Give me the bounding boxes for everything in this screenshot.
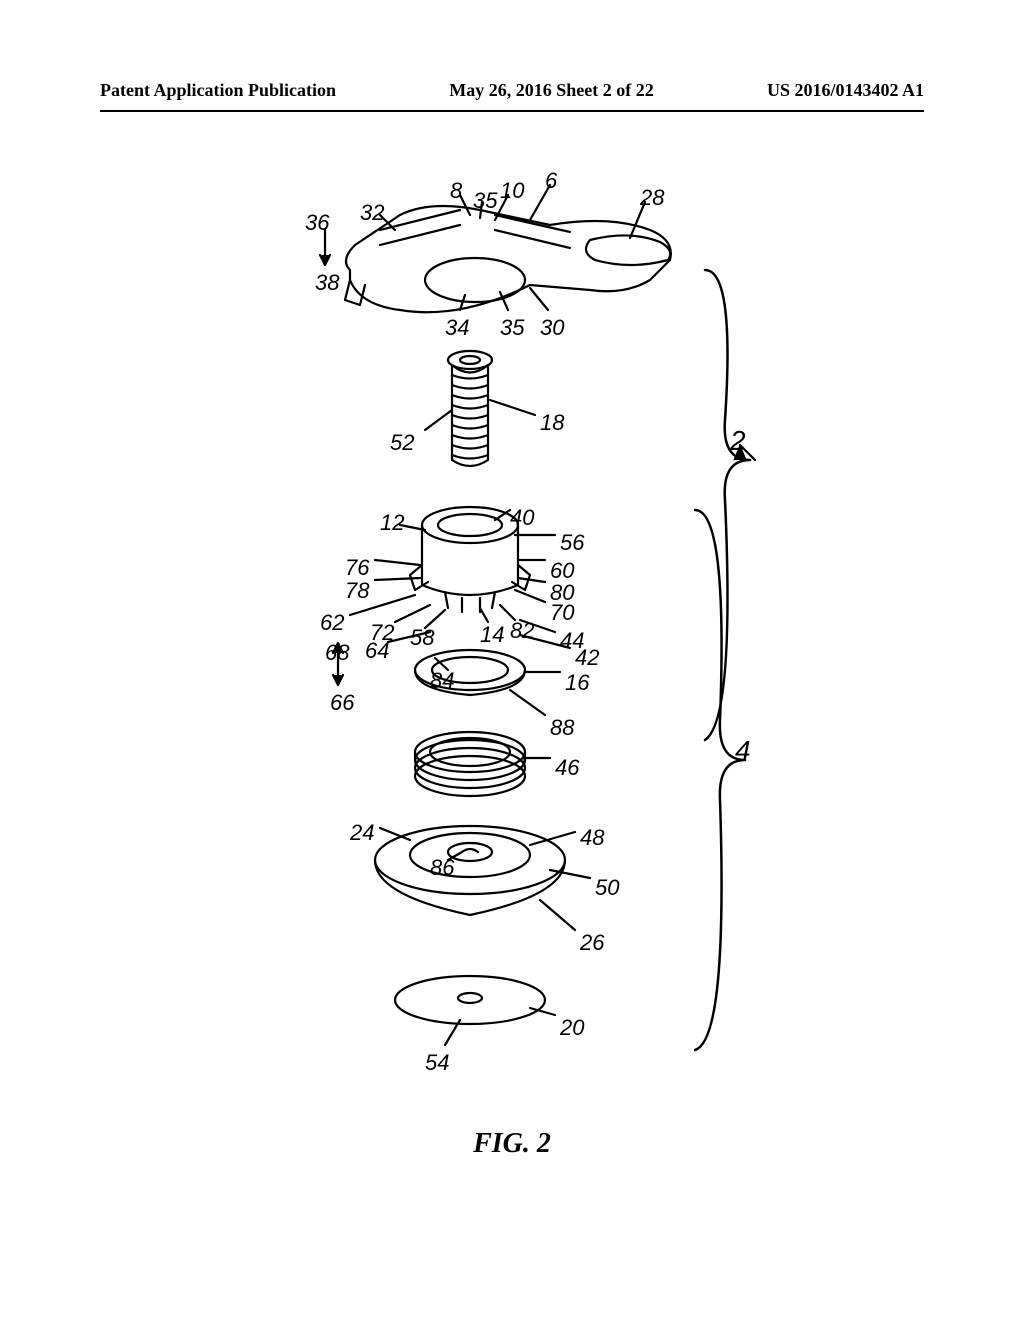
figure-caption: FIG. 2	[0, 1128, 1024, 1160]
ref-24: 24	[350, 820, 374, 846]
ref-14: 14	[480, 622, 504, 648]
ref-78: 78	[345, 578, 369, 604]
patent-page: Patent Application Publication May 26, 2…	[0, 0, 1024, 1320]
ref-35a: 35	[473, 188, 497, 214]
ref-86: 86	[430, 855, 454, 881]
ref-58: 58	[410, 625, 434, 651]
ref-10: 10	[500, 178, 524, 204]
header-rule	[100, 110, 924, 112]
page-header: Patent Application Publication May 26, 2…	[0, 80, 1024, 101]
ref-68: 68	[325, 640, 349, 666]
ref-20: 20	[560, 1015, 584, 1041]
ref-40: 40	[510, 505, 534, 531]
ref-46: 46	[555, 755, 579, 781]
publication-type: Patent Application Publication	[100, 80, 336, 101]
ref-38: 38	[315, 270, 339, 296]
ref-48: 48	[580, 825, 604, 851]
publication-number: US 2016/0143402 A1	[767, 80, 924, 101]
ref-4: 4	[735, 735, 751, 767]
ref-26: 26	[580, 930, 604, 956]
ref-16: 16	[565, 670, 589, 696]
ref-62: 62	[320, 610, 344, 636]
ref-34: 34	[445, 315, 469, 341]
ref-8: 8	[450, 178, 462, 204]
ref-30: 30	[540, 315, 564, 341]
ref-36: 36	[305, 210, 329, 236]
ref-66: 66	[330, 690, 354, 716]
ref-2: 2	[730, 425, 746, 457]
ref-52: 52	[390, 430, 414, 456]
ref-88: 88	[550, 715, 574, 741]
ref-42: 42	[575, 645, 599, 671]
ref-70: 70	[550, 600, 574, 626]
ref-50: 50	[595, 875, 619, 901]
ref-84: 84	[430, 668, 454, 694]
ref-82: 82	[510, 618, 534, 644]
ref-35b: 35	[500, 315, 524, 341]
ref-28: 28	[640, 185, 664, 211]
ref-32: 32	[360, 200, 384, 226]
figure-2: 36 32 8 35 10 6 28 38 34 35 30 52 18 12 …	[230, 160, 790, 1120]
ref-12: 12	[380, 510, 404, 536]
ref-18: 18	[540, 410, 564, 436]
date-sheet: May 26, 2016 Sheet 2 of 22	[449, 80, 653, 101]
ref-56: 56	[560, 530, 584, 556]
ref-64: 64	[365, 638, 389, 664]
ref-54: 54	[425, 1050, 449, 1076]
ref-6: 6	[545, 168, 557, 194]
